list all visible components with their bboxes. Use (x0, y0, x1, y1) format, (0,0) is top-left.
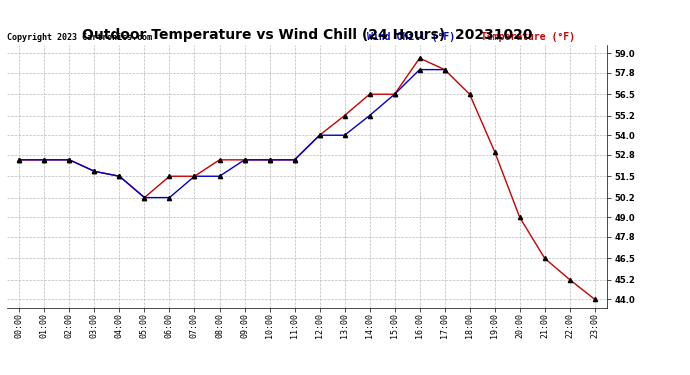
Text: Temperature (°F): Temperature (°F) (481, 32, 575, 42)
Text: Copyright 2023 Cartronics.com: Copyright 2023 Cartronics.com (7, 33, 152, 42)
Text: Wind Chill (°F): Wind Chill (°F) (367, 32, 455, 42)
Title: Outdoor Temperature vs Wind Chill (24 Hours)  20231020: Outdoor Temperature vs Wind Chill (24 Ho… (82, 28, 532, 42)
